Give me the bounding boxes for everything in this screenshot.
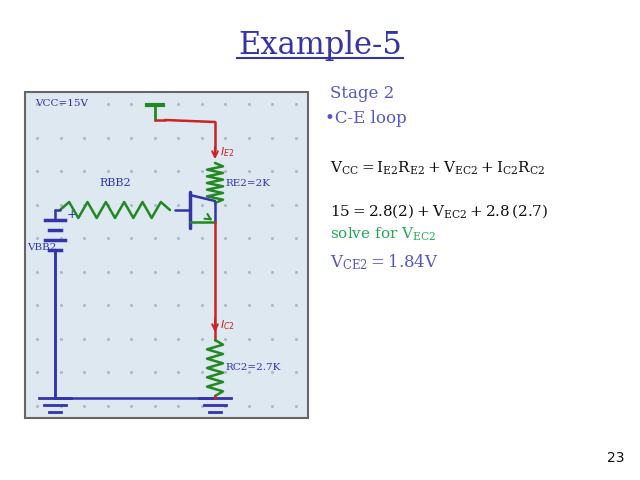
Text: $I_{E2}$: $I_{E2}$ xyxy=(220,145,234,159)
Text: Example-5: Example-5 xyxy=(238,30,402,61)
Text: $\mathregular{V_{CC} = I_{E2}R_{E2} + V_{EC2} +I_{C2}R_{C2}}$: $\mathregular{V_{CC} = I_{E2}R_{E2} + V_… xyxy=(330,160,545,178)
Text: Stage 2: Stage 2 xyxy=(330,85,394,102)
Text: $\mathregular{V_{CE2} = 1.84V}$: $\mathregular{V_{CE2} = 1.84V}$ xyxy=(330,252,438,272)
Text: $I_{C2}$: $I_{C2}$ xyxy=(220,318,235,332)
Text: RE2=2K: RE2=2K xyxy=(225,179,270,188)
Bar xyxy=(25,92,308,418)
Text: RBB2: RBB2 xyxy=(99,178,131,188)
Text: VCC=15V: VCC=15V xyxy=(35,99,88,108)
Text: VBB2: VBB2 xyxy=(27,243,56,252)
Text: 23: 23 xyxy=(607,451,625,465)
Text: solve for $\mathregular{V_{EC2}}$: solve for $\mathregular{V_{EC2}}$ xyxy=(330,226,436,243)
Text: +: + xyxy=(67,208,77,221)
Text: RC2=2.7K: RC2=2.7K xyxy=(225,363,280,372)
Text: •C-E loop: •C-E loop xyxy=(325,110,407,127)
Text: $\mathregular{15 = 2.8(2) + V_{EC2} + 2.8\,(2.7)}$: $\mathregular{15 = 2.8(2) + V_{EC2} + 2.… xyxy=(330,202,548,220)
